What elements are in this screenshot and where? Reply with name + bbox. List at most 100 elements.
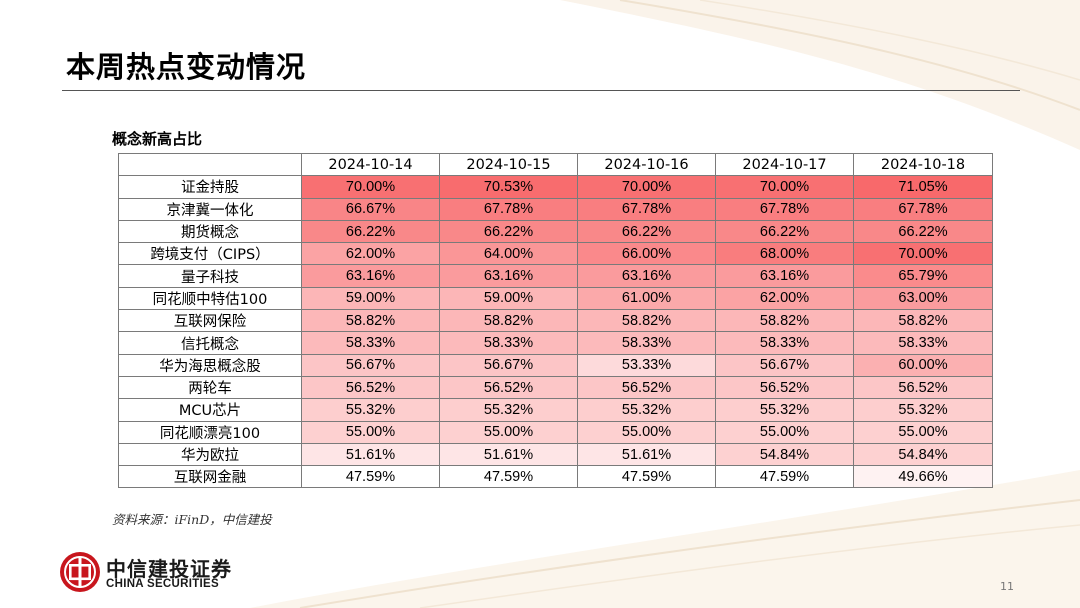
concept-name-cell: 华为海思概念股 bbox=[118, 353, 302, 377]
date-header: 2024-10-18 bbox=[853, 152, 993, 177]
heat-value-cell: 62.00% bbox=[715, 286, 854, 311]
china-securities-logo-icon bbox=[60, 552, 100, 592]
heat-value-cell: 56.52% bbox=[853, 375, 993, 400]
slide-title: 本周热点变动情况 bbox=[66, 50, 307, 84]
heat-value-cell: 70.00% bbox=[853, 242, 993, 266]
table-row: 互联网金融 47.59% 47.59% 47.59% 47.59% 49.66% bbox=[118, 465, 993, 489]
heat-value-cell: 58.82% bbox=[301, 309, 440, 333]
heat-value-cell: 55.32% bbox=[853, 398, 993, 422]
concept-name-cell: 互联网金融 bbox=[118, 465, 302, 489]
heat-value-cell: 55.32% bbox=[439, 398, 578, 422]
table-row: 互联网保险 58.82% 58.82% 58.82% 58.82% 58.82% bbox=[118, 309, 993, 333]
brand-name-cn: 中信建投证券 bbox=[106, 557, 232, 581]
heat-value-cell: 49.66% bbox=[853, 465, 993, 489]
heat-value-cell: 70.53% bbox=[439, 175, 578, 199]
heat-value-cell: 55.00% bbox=[715, 420, 854, 444]
heat-value-cell: 66.67% bbox=[301, 197, 440, 221]
title-divider bbox=[62, 90, 1020, 91]
table-row: 证金持股 70.00% 70.53% 70.00% 70.00% 71.05% bbox=[118, 175, 993, 199]
table-row: 信托概念 58.33% 58.33% 58.33% 58.33% 58.33% bbox=[118, 331, 993, 355]
heat-value-cell: 66.22% bbox=[301, 219, 440, 244]
table-row: 华为海思概念股 56.67% 56.67% 53.33% 56.67% 60.00% bbox=[118, 353, 993, 377]
date-header: 2024-10-16 bbox=[577, 152, 716, 177]
table-row: 两轮车 56.52% 56.52% 56.52% 56.52% 56.52% bbox=[118, 375, 993, 400]
heat-value-cell: 67.78% bbox=[853, 197, 993, 221]
concept-name-cell: 证金持股 bbox=[118, 175, 302, 199]
heat-value-cell: 58.82% bbox=[439, 309, 578, 333]
heat-value-cell: 58.82% bbox=[715, 309, 854, 333]
heat-value-cell: 66.22% bbox=[853, 219, 993, 244]
heat-value-cell: 55.00% bbox=[439, 420, 578, 444]
table-row: 跨境支付（CIPS） 62.00% 64.00% 66.00% 68.00% 70.00% bbox=[118, 242, 993, 266]
heat-value-cell: 55.00% bbox=[577, 420, 716, 444]
heat-value-cell: 58.33% bbox=[439, 331, 578, 355]
heat-value-cell: 53.33% bbox=[577, 353, 716, 377]
heat-value-cell: 59.00% bbox=[301, 286, 440, 311]
heat-value-cell: 47.59% bbox=[301, 465, 440, 489]
heat-value-cell: 70.00% bbox=[301, 175, 440, 199]
header-row: 2024-10-14 2024-10-15 2024-10-16 2024-10… bbox=[118, 152, 993, 177]
heat-value-cell: 58.33% bbox=[715, 331, 854, 355]
heat-value-cell: 51.61% bbox=[439, 442, 578, 467]
heat-value-cell: 66.22% bbox=[439, 219, 578, 244]
heat-value-cell: 58.82% bbox=[853, 309, 993, 333]
heat-value-cell: 58.33% bbox=[853, 331, 993, 355]
concept-name-cell: 京津冀一体化 bbox=[118, 197, 302, 221]
heat-value-cell: 62.00% bbox=[301, 242, 440, 266]
heat-value-cell: 71.05% bbox=[853, 175, 993, 199]
heatmap-table: 2024-10-14 2024-10-15 2024-10-16 2024-10… bbox=[118, 152, 993, 489]
date-header: 2024-10-15 bbox=[439, 152, 578, 177]
heat-value-cell: 64.00% bbox=[439, 242, 578, 266]
heat-value-cell: 56.52% bbox=[577, 375, 716, 400]
heat-value-cell: 63.00% bbox=[853, 286, 993, 311]
source-note: 资料来源：iFinD，中信建投 bbox=[112, 512, 272, 527]
heat-value-cell: 47.59% bbox=[439, 465, 578, 489]
heat-value-cell: 63.16% bbox=[715, 264, 854, 288]
heat-value-cell: 61.00% bbox=[577, 286, 716, 311]
page-number: 11 bbox=[1000, 580, 1014, 593]
heat-value-cell: 56.52% bbox=[439, 375, 578, 400]
heat-value-cell: 55.32% bbox=[301, 398, 440, 422]
heatmap-body: 证金持股 70.00% 70.53% 70.00% 70.00% 71.05% 京津冀一体化… bbox=[118, 175, 993, 489]
table-row: MCU芯片 55.32% 55.32% 55.32% 55.32% 55.32% bbox=[118, 398, 993, 422]
heat-value-cell: 55.32% bbox=[715, 398, 854, 422]
table-row: 期货概念 66.22% 66.22% 66.22% 66.22% 66.22% bbox=[118, 219, 993, 244]
heat-value-cell: 47.59% bbox=[577, 465, 716, 489]
concept-name-cell: 同花顺中特估100 bbox=[118, 286, 302, 311]
brand-name-en: CHINA SECURITIES bbox=[106, 578, 219, 590]
heat-value-cell: 55.00% bbox=[853, 420, 993, 444]
table-row: 京津冀一体化 66.67% 67.78% 67.78% 67.78% 67.78% bbox=[118, 197, 993, 221]
heat-value-cell: 55.00% bbox=[301, 420, 440, 444]
heat-value-cell: 58.33% bbox=[301, 331, 440, 355]
heat-value-cell: 63.16% bbox=[301, 264, 440, 288]
heat-value-cell: 66.22% bbox=[715, 219, 854, 244]
heat-value-cell: 58.82% bbox=[577, 309, 716, 333]
concept-name-cell: 量子科技 bbox=[118, 264, 302, 288]
heat-value-cell: 56.67% bbox=[439, 353, 578, 377]
heat-value-cell: 51.61% bbox=[577, 442, 716, 467]
corner-cell bbox=[118, 152, 302, 177]
table-subtitle: 概念新高占比 bbox=[112, 130, 203, 148]
concept-name-cell: 同花顺漂亮100 bbox=[118, 420, 302, 444]
heat-value-cell: 54.84% bbox=[853, 442, 993, 467]
heat-value-cell: 56.67% bbox=[715, 353, 854, 377]
heat-value-cell: 58.33% bbox=[577, 331, 716, 355]
table-row: 同花顺漂亮100 55.00% 55.00% 55.00% 55.00% 55.00% bbox=[118, 420, 993, 444]
heat-value-cell: 56.52% bbox=[301, 375, 440, 400]
heat-value-cell: 65.79% bbox=[853, 264, 993, 288]
heat-value-cell: 70.00% bbox=[577, 175, 716, 199]
concept-name-cell: 互联网保险 bbox=[118, 309, 302, 333]
heat-value-cell: 51.61% bbox=[301, 442, 440, 467]
date-header: 2024-10-17 bbox=[715, 152, 854, 177]
heat-value-cell: 60.00% bbox=[853, 353, 993, 377]
concept-name-cell: 信托概念 bbox=[118, 331, 302, 355]
heat-value-cell: 67.78% bbox=[439, 197, 578, 221]
heat-value-cell: 68.00% bbox=[715, 242, 854, 266]
heat-value-cell: 70.00% bbox=[715, 175, 854, 199]
table-row: 同花顺中特估100 59.00% 59.00% 61.00% 62.00% 63.00% bbox=[118, 286, 993, 311]
heat-value-cell: 59.00% bbox=[439, 286, 578, 311]
heat-value-cell: 66.00% bbox=[577, 242, 716, 266]
heat-value-cell: 56.67% bbox=[301, 353, 440, 377]
concept-name-cell: MCU芯片 bbox=[118, 398, 302, 422]
